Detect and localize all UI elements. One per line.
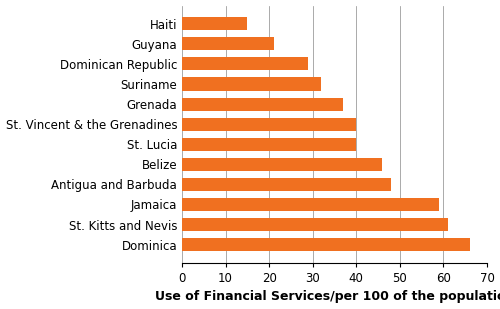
Bar xyxy=(182,198,439,211)
Bar xyxy=(182,98,343,111)
Bar xyxy=(182,37,274,50)
Bar xyxy=(182,178,391,191)
Bar xyxy=(182,218,448,231)
Bar xyxy=(182,78,322,91)
Bar xyxy=(182,118,356,131)
Bar xyxy=(182,158,382,171)
Bar xyxy=(182,17,248,30)
Bar xyxy=(182,238,470,251)
Bar xyxy=(182,138,356,151)
Bar xyxy=(182,57,308,70)
X-axis label: Use of Financial Services/per 100 of the population: Use of Financial Services/per 100 of the… xyxy=(155,290,500,303)
